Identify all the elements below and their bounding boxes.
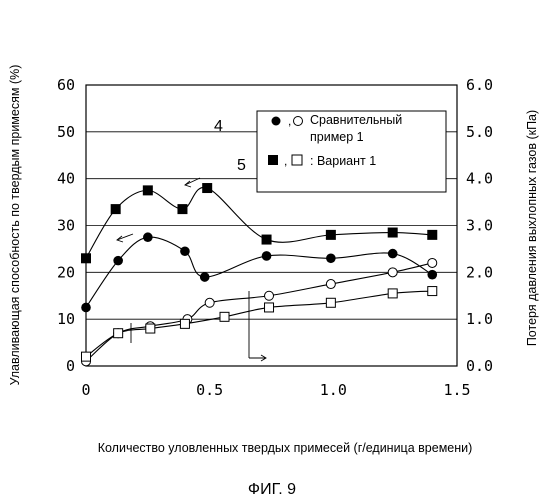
y-right-tick-label: 0.0 [466,357,493,375]
legend-number-1: 4 [214,118,223,135]
data-point-filled-square [388,228,398,238]
legend-text-2: : Вариант 1 [310,154,376,168]
data-point-open-square [180,319,189,328]
data-point-filled-square [81,253,91,263]
x-tick-label: 1.5 [443,381,470,399]
arrow-left-lower [117,234,133,240]
y-left-tick-label: 20 [57,263,75,281]
data-point-filled-square [111,204,121,214]
legend-symbols-2: , [284,154,287,168]
data-point-open-circle [326,280,335,289]
data-point-filled-square [326,230,336,240]
data-point-open-circle [205,298,214,307]
y-axis-left-title: Улавливающая способность по твердым прим… [8,65,22,386]
data-point-open-circle [265,291,274,300]
legend-marker-filled-square [268,155,278,165]
x-tick-label: 0.5 [196,381,223,399]
legend-marker-open-square [292,155,302,165]
y-left-tick-label: 10 [57,310,75,328]
y-left-tick-label: 30 [57,217,75,235]
series-line-open-circle [86,263,432,361]
data-point-open-square [265,303,274,312]
data-point-open-square [326,298,335,307]
legend-number-2: 5 [237,157,246,174]
legend-text-1-line-1: Сравнительный [310,113,402,127]
data-point-open-square [114,329,123,338]
y-left-tick-label: 40 [57,170,75,188]
series-line-open-square [86,291,432,357]
y-left-tick-label: 60 [57,76,75,94]
data-point-open-square [146,324,155,333]
data-point-filled-circle [262,251,272,261]
data-point-filled-circle [388,249,398,259]
series-layer [81,183,437,366]
y-right-tick-label: 4.0 [466,170,493,188]
x-axis-title: Количество уловленных твердых примесей (… [98,441,473,455]
data-point-open-circle [428,258,437,267]
y-right-tick-label: 5.0 [466,123,493,141]
data-point-filled-square [427,230,437,240]
data-point-filled-square [202,183,212,193]
data-point-filled-circle [200,272,210,282]
legend-marker-filled-circle [272,117,281,126]
y-left-tick-label: 50 [57,123,75,141]
data-point-filled-circle [427,270,437,280]
data-point-open-circle [388,268,397,277]
y-right-tick-label: 1.0 [466,310,493,328]
data-point-open-square [220,312,229,321]
data-point-filled-circle [81,303,91,313]
y-left-tick-label: 0 [66,357,75,375]
data-point-filled-square [143,185,153,195]
data-point-filled-circle [326,253,336,263]
y-right-tick-label: 2.0 [466,263,493,281]
legend: 4 , Сравнительный пример 1 5 , : Вариант… [214,111,446,192]
y-right-tick-label: 3.0 [466,217,493,235]
figure-caption: ФИГ. 9 [248,481,296,498]
legend-symbols-1: , [288,114,291,128]
legend-text-1-line-2: пример 1 [310,130,364,144]
data-point-filled-circle [143,232,153,242]
data-point-filled-circle [180,246,190,256]
data-point-filled-square [262,235,272,245]
data-point-filled-square [177,204,187,214]
y-axis-right-title: Потеря давления выхлопных газов (кПа) [525,110,539,346]
data-point-filled-circle [113,256,123,266]
data-point-open-square [388,289,397,298]
x-tick-label: 1.0 [320,381,347,399]
x-tick-label: 0 [81,381,90,399]
data-point-open-square [82,352,91,361]
annotation-arrows [117,178,266,361]
data-point-open-square [428,287,437,296]
series-line-filled-square [86,187,432,258]
legend-marker-open-circle [294,117,303,126]
y-right-tick-label: 6.0 [466,76,493,94]
